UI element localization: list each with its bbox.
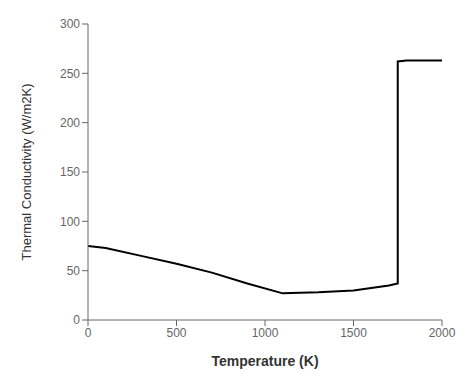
svg-text:0: 0 xyxy=(73,313,80,327)
svg-text:50: 50 xyxy=(67,264,81,278)
svg-text:1000: 1000 xyxy=(252,326,279,340)
svg-text:100: 100 xyxy=(60,215,80,229)
svg-text:250: 250 xyxy=(60,67,80,81)
svg-text:0: 0 xyxy=(85,326,92,340)
svg-text:150: 150 xyxy=(60,165,80,179)
svg-text:300: 300 xyxy=(60,17,80,31)
svg-text:Thermal Conductivity (W/m2K): Thermal Conductivity (W/m2K) xyxy=(19,84,34,261)
svg-text:2000: 2000 xyxy=(429,326,456,340)
svg-text:Temperature (K): Temperature (K) xyxy=(211,353,318,369)
svg-text:200: 200 xyxy=(60,116,80,130)
svg-text:500: 500 xyxy=(166,326,186,340)
svg-text:1500: 1500 xyxy=(340,326,367,340)
